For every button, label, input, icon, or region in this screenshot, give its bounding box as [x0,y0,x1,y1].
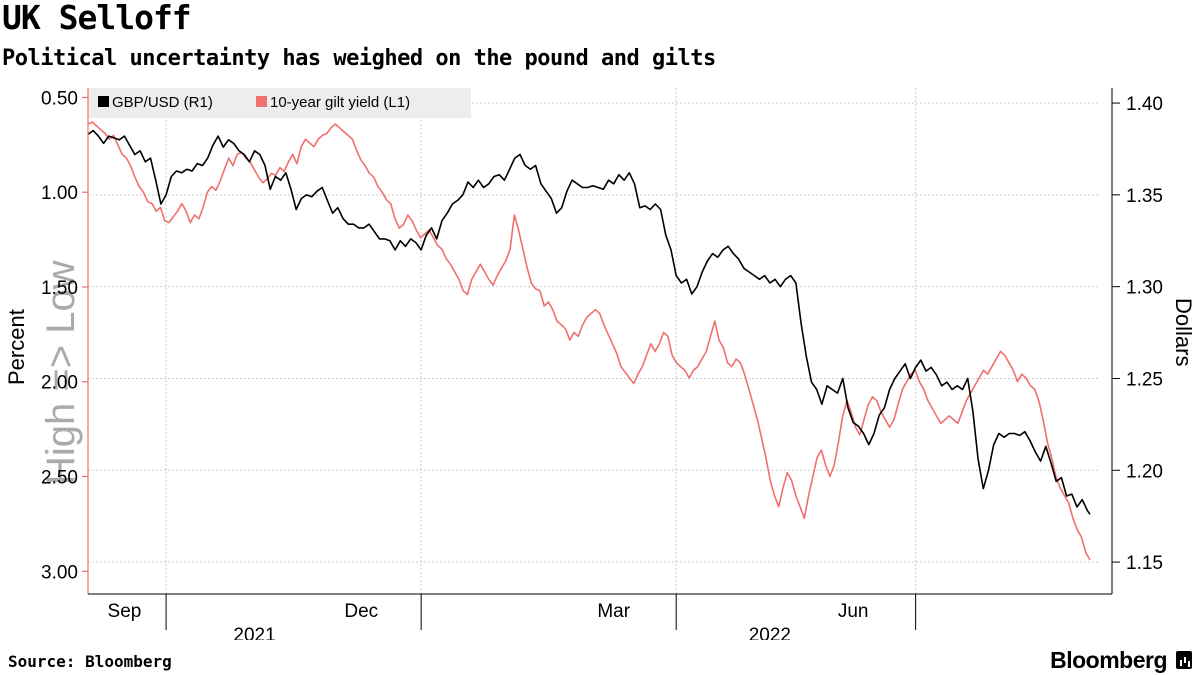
series-gilt-yield-line [87,121,1091,561]
right-tick-label: 1.35 [1126,186,1163,207]
legend-background [89,88,471,118]
left-tick-label: 1.50 [41,278,78,299]
series-layer [87,121,1091,561]
left-tick-label: 2.00 [41,373,78,394]
right-axis-title: Dollars [1171,298,1196,366]
legend: GBP/USD (R1) 10-year gilt yield (L1) [89,88,471,118]
x-month-label: Dec [344,601,378,622]
right-tick-label: 1.40 [1126,94,1163,115]
watermark-text: High => Low [39,260,83,485]
x-year-label: 2022 [749,625,791,640]
left-tick-label: 0.50 [41,88,78,109]
bloomberg-mark-icon [1176,651,1192,669]
bloomberg-logo: Bloomberg [1050,647,1167,673]
left-tick-label: 2.50 [41,468,78,489]
left-tick-label: 3.00 [41,562,78,583]
left-axis-title: Percent [4,309,29,385]
x-month-label: Mar [597,601,630,622]
left-tick-label: 1.00 [41,183,78,204]
right-tick-label: 1.30 [1126,278,1163,299]
x-year-label: 2021 [233,625,275,640]
axes: 1.40 1.35 1.30 1.25 1.20 1.15 0.50 1.00 1.50 2.00… [41,88,1163,640]
chart-title: UK Selloff [2,0,192,37]
chart-subtitle: Political uncertainty has weighed on the… [2,46,716,71]
right-tick-label: 1.20 [1126,461,1163,482]
series-gbpusd-line [87,129,1091,515]
legend-label: GBP/USD (R1) [112,94,213,111]
right-tick-label: 1.15 [1126,553,1163,574]
legend-swatch [98,96,109,107]
chart-svg: High => Low 1.40 1.35 1.30 1.25 1.20 1.15 0.50… [4,88,1196,640]
legend-swatch [256,96,267,107]
x-month-label: Jun [838,601,869,622]
gridlines [88,88,1098,594]
x-month-label: Sep [108,601,142,622]
source-note: Source: Bloomberg [8,652,172,671]
right-tick-label: 1.25 [1126,369,1163,390]
legend-label: 10-year gilt yield (L1) [270,94,410,111]
